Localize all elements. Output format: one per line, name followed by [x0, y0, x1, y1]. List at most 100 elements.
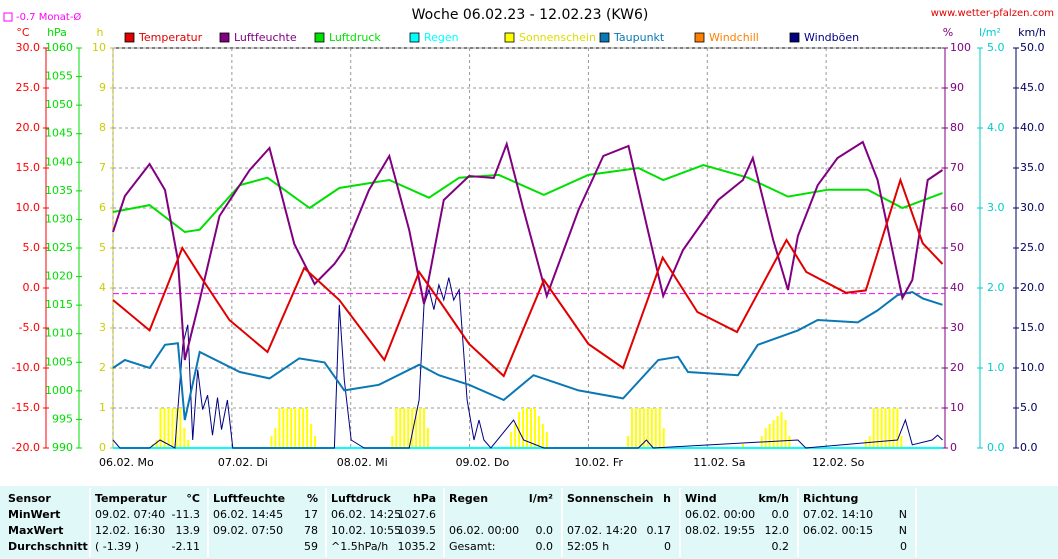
- x-tick-label: 09.02. Do: [456, 456, 510, 469]
- sunshine-bar: [294, 408, 297, 448]
- y-tick-label: 10: [92, 41, 106, 54]
- table-value: 0.17: [647, 524, 672, 537]
- y-tick-label: 80: [950, 121, 964, 134]
- sunshine-bar: [423, 408, 426, 448]
- table-header-unit: km/h: [758, 492, 789, 505]
- sunshine-bar: [872, 408, 875, 448]
- table-row-label: MinWert: [8, 508, 60, 521]
- sunshine-bar: [426, 428, 429, 448]
- y-tick-label: 1050: [45, 98, 73, 111]
- sunshine-bar: [411, 408, 414, 448]
- legend-swatch: [124, 32, 135, 43]
- y-tick-label: 15.0: [16, 161, 41, 174]
- y-tick-label: 1040: [45, 155, 73, 168]
- legend-swatch: [219, 32, 230, 43]
- table-value: 59: [304, 540, 318, 553]
- y-tick-label: 0.0: [23, 281, 41, 294]
- y-tick-label: 3: [99, 321, 106, 334]
- table-cell: 06.02. 14:45: [213, 508, 283, 521]
- table-cell: 09.02. 07:40: [95, 508, 165, 521]
- sunshine-bar: [892, 408, 895, 448]
- legend-label: Windböen: [804, 31, 859, 44]
- legend-swatch: [789, 32, 800, 43]
- table-cell: 10.02. 10:55: [331, 524, 401, 537]
- y-tick-label: 1055: [45, 70, 73, 83]
- sunshine-bar: [419, 408, 422, 448]
- y-tick-label: 995: [52, 412, 73, 425]
- sunshine-bar: [282, 408, 285, 448]
- table-header: Wind: [685, 492, 717, 505]
- sunshine-bar: [407, 408, 410, 448]
- y-tick-label: 50: [950, 241, 964, 254]
- sunshine-bar: [545, 432, 548, 448]
- y-tick-label: 60: [950, 201, 964, 214]
- sunshine-bar: [768, 424, 771, 448]
- y-tick-label: 20.0: [1020, 281, 1045, 294]
- table-value: 78: [304, 524, 318, 537]
- sunshine-bar: [864, 440, 867, 448]
- y-tick-label: 35.0: [1020, 161, 1045, 174]
- y-axis-unit: hPa: [47, 26, 67, 39]
- sunshine-bar: [638, 408, 641, 448]
- reference-legend: -0.7 Monat-Ø: [16, 11, 81, 23]
- table-value: 13.9: [176, 524, 201, 537]
- x-tick-label: 10.02. Fr: [574, 456, 623, 469]
- table-value: -2.11: [172, 540, 200, 553]
- series-line: [112, 290, 943, 421]
- y-tick-label: 0.0: [1020, 441, 1038, 454]
- chart-title: Woche 06.02.23 - 12.02.23 (KW6): [412, 7, 649, 23]
- y-axis-unit: %: [943, 26, 953, 39]
- table-value: 1039.5: [398, 524, 437, 537]
- table-cell: 06.02. 00:00: [685, 508, 755, 521]
- y-tick-label: 25.0: [1020, 241, 1045, 254]
- legend-swatch: [694, 32, 705, 43]
- table-header-unit: %: [307, 492, 318, 505]
- table-header: Sonnenschein: [567, 492, 653, 505]
- y-tick-label: 50.0: [1020, 41, 1045, 54]
- sunshine-bar: [415, 408, 418, 448]
- table-cell: 08.02. 19:55: [685, 524, 755, 537]
- y-tick-label: 1030: [45, 212, 73, 225]
- y-tick-label: 0.0: [987, 441, 1005, 454]
- y-tick-label: -20.0: [12, 441, 40, 454]
- y-tick-label: -15.0: [12, 401, 40, 414]
- y-tick-label: 1005: [45, 355, 73, 368]
- table-cell: 09.02. 07:50: [213, 524, 283, 537]
- legend-label: Luftfeuchte: [234, 31, 297, 44]
- sunshine-bar: [780, 412, 783, 448]
- table-header-unit: hPa: [413, 492, 436, 505]
- series-line: [112, 277, 943, 449]
- sunshine-bar: [286, 408, 289, 448]
- sunshine-bar: [650, 408, 653, 448]
- sunshine-bar: [163, 408, 166, 448]
- table-header-unit: °C: [186, 492, 200, 505]
- y-tick-label: 0: [99, 441, 106, 454]
- y-tick-label: 1015: [45, 298, 73, 311]
- y-tick-label: 1020: [45, 270, 73, 283]
- y-tick-label: 5.0: [987, 41, 1005, 54]
- y-tick-label: 2: [99, 361, 106, 374]
- table-row-label: MaxWert: [8, 524, 63, 537]
- y-tick-label: -5.0: [19, 321, 40, 334]
- y-tick-label: 100: [950, 41, 971, 54]
- y-tick-label: 10.0: [16, 201, 41, 214]
- y-tick-label: -10.0: [12, 361, 40, 374]
- sunshine-bar: [896, 408, 899, 448]
- sunshine-bar: [403, 408, 406, 448]
- y-tick-label: 15.0: [1020, 321, 1045, 334]
- table-row-label: Durchschnitt: [8, 540, 88, 553]
- table-cell: 52:05 h: [567, 540, 609, 553]
- y-tick-label: 10: [950, 401, 964, 414]
- y-axis-unit: l/m²: [979, 26, 1001, 39]
- y-tick-label: 20: [950, 361, 964, 374]
- sunshine-bar: [764, 428, 767, 448]
- table-value: 0.2: [772, 540, 790, 553]
- y-tick-label: 1025: [45, 241, 73, 254]
- x-tick-label: 12.02. So: [812, 456, 864, 469]
- sunshine-bar: [522, 408, 525, 448]
- legend-swatch: [314, 32, 325, 43]
- sunshine-bar: [514, 424, 517, 448]
- table-value: 0.0: [536, 540, 554, 553]
- table-value: 17: [304, 508, 318, 521]
- sunshine-bar: [171, 408, 174, 448]
